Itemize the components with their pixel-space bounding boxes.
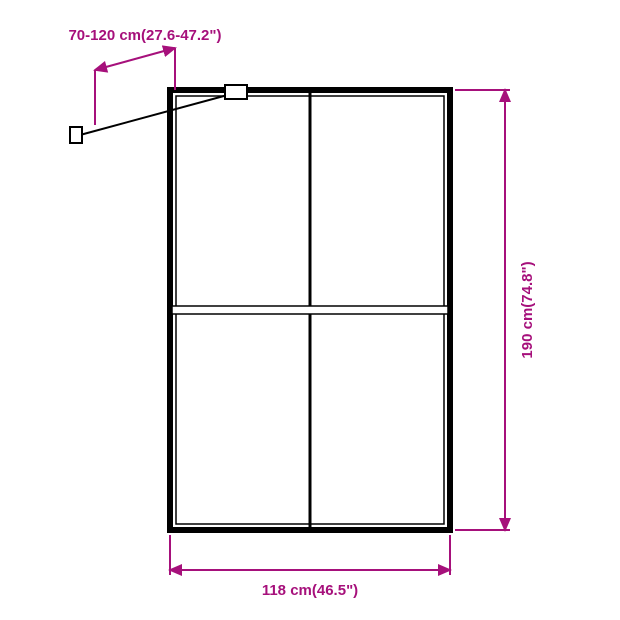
height-dimension: 190 cm(74.8") [455, 90, 536, 530]
depth-label: 70-120 cm(27.6-47.2") [68, 27, 221, 44]
width-label: 118 cm(46.5") [262, 582, 358, 599]
shower-panel [170, 90, 450, 530]
width-dimension: 118 cm(46.5") [170, 535, 450, 599]
dimension-diagram: 70-120 cm(27.6-47.2") 190 cm(74.8") 118 … [0, 0, 620, 620]
height-label: 190 cm(74.8") [519, 261, 536, 358]
